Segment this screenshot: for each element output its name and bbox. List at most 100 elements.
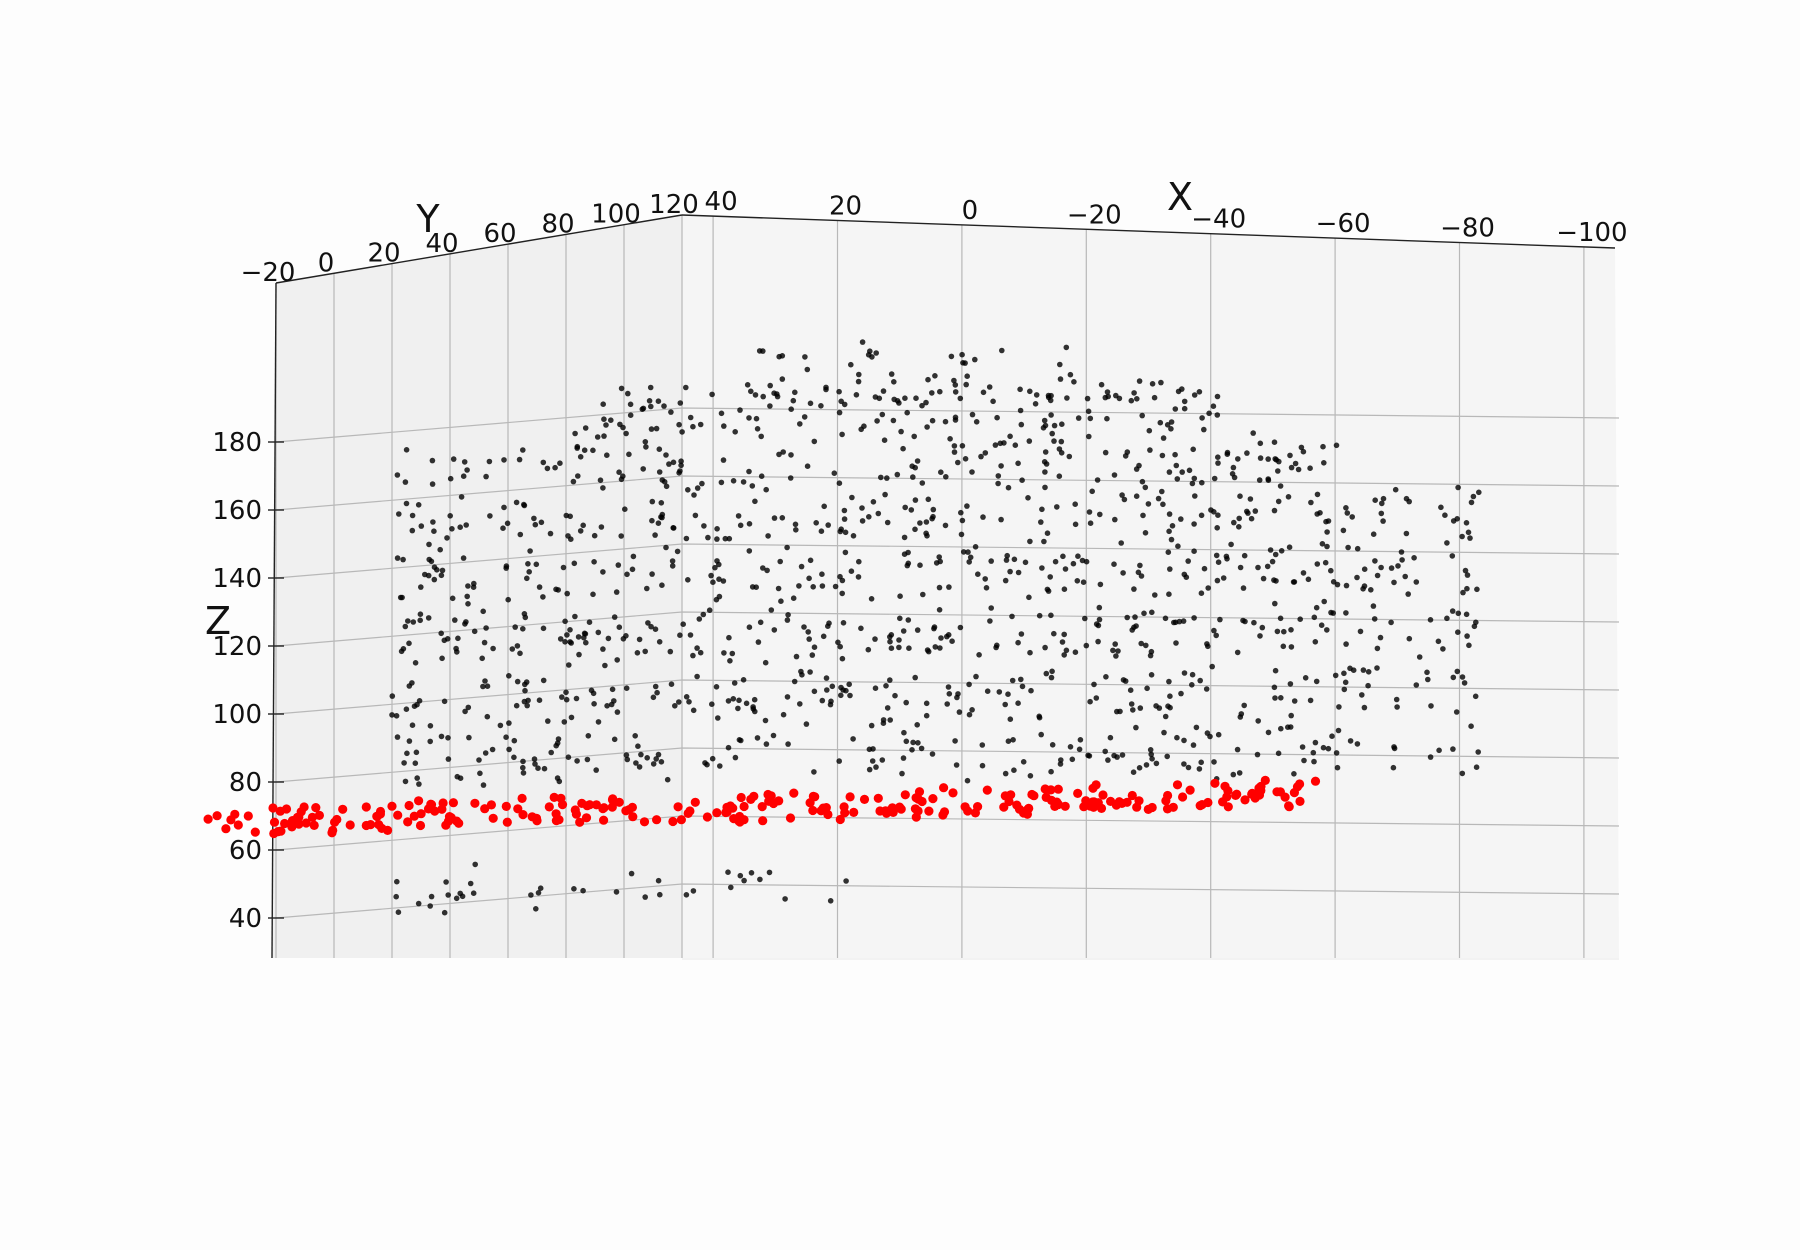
data-point — [732, 429, 738, 435]
data-point — [656, 639, 663, 645]
data-point — [1167, 566, 1173, 572]
data-point — [969, 469, 975, 475]
data-point — [1354, 741, 1361, 747]
data-point — [1027, 388, 1033, 395]
data-point — [614, 709, 621, 715]
data-point — [753, 584, 759, 590]
data-point — [823, 675, 830, 681]
data-point — [1146, 427, 1153, 434]
data-point — [1343, 641, 1349, 647]
data-point — [1288, 464, 1295, 471]
data-point — [576, 651, 582, 658]
data-point — [658, 500, 665, 506]
data-point — [912, 674, 918, 681]
data-point — [575, 473, 581, 479]
data-point — [1039, 506, 1045, 513]
data-point — [571, 560, 578, 567]
data-point — [443, 879, 449, 885]
data-point — [894, 471, 901, 478]
data-point — [964, 777, 971, 784]
data-point — [686, 699, 692, 705]
data-point — [776, 451, 782, 458]
selected-point — [900, 790, 910, 800]
selected-point — [281, 804, 292, 814]
data-point — [936, 584, 943, 591]
data-point — [819, 697, 826, 704]
data-point — [663, 452, 669, 458]
data-point — [1198, 512, 1205, 519]
data-point — [1007, 716, 1014, 722]
data-point — [1189, 480, 1196, 487]
data-point — [513, 499, 520, 506]
data-point — [524, 702, 530, 709]
data-point — [962, 456, 969, 462]
data-point — [603, 422, 609, 428]
selected-point — [924, 806, 934, 816]
data-point — [1287, 452, 1293, 459]
data-point — [1096, 604, 1103, 611]
data-point — [1199, 415, 1205, 421]
data-point — [835, 639, 841, 646]
data-point — [455, 635, 461, 642]
selected-point — [581, 813, 592, 823]
data-point — [1181, 405, 1188, 412]
data-point — [1059, 639, 1066, 645]
data-point — [1464, 633, 1470, 639]
data-point — [1138, 573, 1145, 579]
data-point — [557, 460, 563, 467]
data-point — [1018, 676, 1024, 683]
data-point — [1213, 552, 1220, 559]
data-point — [466, 734, 472, 741]
data-point — [1307, 697, 1314, 704]
data-point — [1075, 553, 1081, 559]
data-point — [460, 473, 467, 480]
data-point — [1305, 576, 1312, 583]
data-point — [896, 644, 902, 651]
data-point — [780, 449, 786, 455]
data-point — [1236, 515, 1242, 522]
data-point — [1224, 449, 1231, 456]
selected-point — [221, 824, 231, 834]
data-point — [565, 533, 571, 539]
data-point — [797, 421, 803, 427]
data-point — [1403, 530, 1410, 537]
data-point — [1427, 754, 1434, 760]
data-point — [766, 869, 773, 876]
data-point — [1406, 498, 1412, 505]
data-point — [861, 423, 867, 430]
data-point — [1254, 751, 1261, 758]
data-point — [536, 584, 543, 590]
data-point — [511, 754, 517, 761]
data-point — [581, 447, 588, 454]
data-point — [635, 743, 641, 749]
data-point — [678, 458, 684, 465]
data-point — [683, 535, 690, 542]
data-point — [1103, 674, 1109, 680]
data-point — [1297, 616, 1303, 622]
data-point — [574, 758, 580, 764]
data-point — [725, 744, 732, 751]
selected-point — [1240, 795, 1250, 805]
data-point — [1164, 422, 1171, 428]
data-point — [1057, 376, 1064, 382]
x-axis-label: X — [1167, 175, 1193, 219]
data-point — [960, 549, 967, 555]
data-point — [1059, 421, 1065, 428]
data-point — [1119, 492, 1125, 498]
data-point — [1166, 528, 1172, 535]
selected-point — [683, 808, 693, 819]
data-point — [1214, 412, 1221, 418]
data-point — [801, 414, 808, 420]
data-point — [1455, 629, 1461, 635]
data-point — [923, 700, 930, 707]
data-point — [656, 446, 663, 453]
data-point — [1005, 484, 1012, 491]
data-point — [526, 569, 532, 575]
selected-point — [294, 819, 304, 829]
data-point — [755, 639, 762, 645]
data-point — [1027, 649, 1033, 656]
selected-point — [873, 793, 883, 803]
data-point — [1166, 678, 1172, 685]
data-point — [949, 638, 955, 644]
data-point — [591, 559, 597, 565]
